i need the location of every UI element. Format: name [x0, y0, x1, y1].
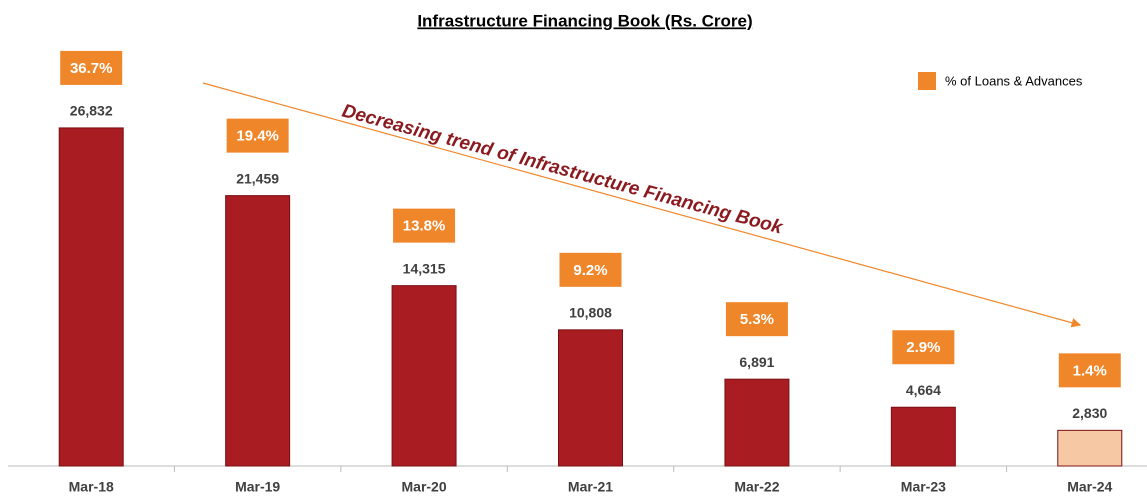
trend-arrow: [202, 82, 1082, 328]
percent-box: [559, 252, 622, 287]
bar: [225, 195, 291, 467]
bar: [890, 406, 956, 467]
bar: [1057, 429, 1123, 467]
percent-box: [226, 118, 289, 153]
bar: [391, 285, 457, 467]
x-tick-label: Mar-23: [901, 479, 946, 495]
value-label: 2,830: [1072, 405, 1107, 421]
percent-label: 9.2%: [573, 262, 607, 279]
percent-label: 36.7%: [70, 60, 113, 77]
x-tick-label: Mar-18: [69, 479, 114, 495]
chart-title: Infrastructure Financing Book (Rs. Crore…: [417, 11, 752, 30]
value-label: 6,891: [739, 354, 774, 370]
bar: [58, 127, 124, 467]
x-tick-label: Mar-22: [734, 479, 779, 495]
legend-label: % of Loans & Advances: [945, 73, 1083, 88]
percent-label: 5.3%: [740, 311, 774, 328]
value-label: 4,664: [906, 382, 941, 398]
percent-box: [393, 208, 456, 243]
bar: [558, 329, 623, 467]
legend-swatch: [918, 72, 936, 90]
bar: [724, 378, 790, 467]
x-tick-label: Mar-24: [1067, 479, 1112, 495]
percent-box: [60, 50, 123, 85]
percent-label: 19.4%: [236, 128, 279, 145]
percent-box: [725, 302, 788, 337]
value-label: 14,315: [403, 260, 446, 276]
percent-label: 2.9%: [906, 339, 940, 356]
percent-label: 13.8%: [403, 218, 446, 235]
x-tick-label: Mar-20: [402, 479, 447, 495]
percent-box: [892, 330, 955, 365]
value-label: 10,808: [569, 305, 612, 321]
value-label: 26,832: [70, 103, 113, 119]
x-tick-label: Mar-21: [568, 479, 613, 495]
percent-box: [1058, 353, 1121, 388]
value-label: 21,459: [236, 170, 279, 186]
x-tick-label: Mar-19: [235, 479, 280, 495]
percent-label: 1.4%: [1073, 362, 1107, 379]
